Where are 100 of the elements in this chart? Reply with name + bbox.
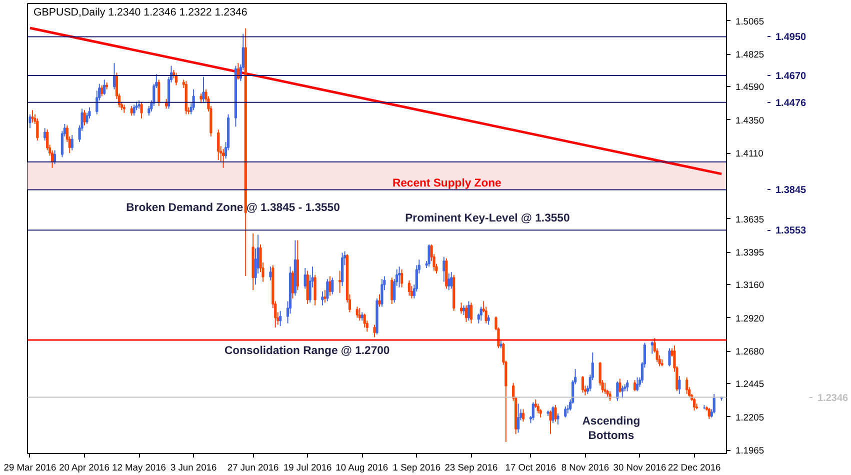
x-tick-label: 19 Jul 2016 [283,462,332,472]
y-tick-label: 1.4350 [736,115,764,126]
candlestick [460,302,463,314]
candlestick [408,280,411,296]
candlestick [103,79,106,96]
candlestick [480,306,482,322]
candlestick [428,244,430,268]
x-tick-label: 3 Jun 2016 [170,462,217,472]
candlestick [380,278,384,308]
x-tick-label: 23 Sep 2016 [444,462,498,472]
candlestick [356,306,358,318]
y-tick-label: 1.1965 [736,446,764,456]
x-tick-label: 29 Mar 2016 [4,462,56,472]
x-tick-label: 17 Oct 2016 [505,462,556,472]
annotation: Recent Supply Zone [392,178,502,190]
annotation: Broken Demand Zone @ 1.3845 - 1.3550 [126,202,340,214]
candlestick [650,340,654,354]
y-tick-label: 1.4590 [736,82,764,92]
candlestick [464,304,468,322]
candlestick [100,84,104,97]
candlestick [217,129,220,160]
candlestick [564,406,567,418]
y-tick-label: 1.2920 [736,313,764,324]
candlestick [222,148,225,168]
ref-line-label: 1.4670 [776,71,807,82]
candlestick [516,403,520,434]
y-tick-label: 1.3395 [736,248,764,258]
annotation: Ascending Bottoms [582,416,640,442]
candlestick [668,348,671,367]
candlestick [712,393,716,414]
x-tick-label: 27 Jun 2016 [227,462,279,472]
candlestick [324,290,326,304]
candlestick [633,380,636,392]
candlestick [291,270,294,299]
candlestick [400,268,404,288]
ref-line-label: 1.4950 [776,32,807,44]
candlestick [686,376,688,394]
candlestick [314,274,316,306]
candlestick [130,105,133,116]
candlestick [83,110,86,126]
candlestick [304,267,306,290]
candlestick [442,256,446,282]
annotation: Consolidation Range @ 1.2700 [224,344,390,357]
x-tick-label: 22 Dec 2016 [668,462,721,472]
candlestick [678,375,681,394]
candlestick [487,314,490,326]
candlestick [132,104,136,116]
candlestick [581,375,584,394]
candlestick [626,380,629,392]
candlestick [390,277,394,304]
y-tick-label: 1.4110 [736,148,764,159]
candlestick [202,76,205,102]
candlestick [552,406,554,424]
candlestick [467,300,470,322]
chart-title: GBPUSD,Daily 1.2340 1.2346 1.2322 1.2346 [34,6,248,18]
y-tick-label: 1.4825 [736,50,764,60]
candlestick [536,403,540,414]
candlestick [604,382,606,394]
candlestick [378,294,381,308]
candlestick [340,252,344,286]
candlestick [522,408,525,422]
y-tick-label: 1.5065 [736,16,764,26]
y-tick-label: 1.3160 [736,280,764,290]
candlestick [692,398,696,412]
candlestick [112,62,116,90]
x-tick-label: 8 Nov 2016 [561,462,610,472]
candlestick [618,378,622,394]
x-tick-label: 12 May 2016 [112,462,166,472]
candlestick [158,79,160,106]
candlestick [279,310,282,327]
candlestick [28,114,32,129]
candlestick [556,412,560,425]
y-tick-label: 1.3635 [736,214,764,224]
candlestick [708,407,710,420]
candlestick [338,270,342,294]
y-tick-label: 1.2205 [736,412,764,422]
annotation: Prominent Key-Level @ 1.3550 [405,212,570,225]
ref-line-label: 1.3845 [776,185,807,196]
candlestick [448,273,450,291]
candlestick [363,313,366,328]
x-tick-label: 30 Nov 2016 [613,462,666,472]
y-tick-label: 1.2445 [736,379,764,390]
y-tick-label: 1.2680 [736,346,764,357]
candlestick [140,101,143,119]
candlestick [462,304,466,316]
candlestick [398,266,401,288]
candlestick [470,302,472,324]
candlestick [554,404,557,422]
candlestick [549,410,552,434]
candlestick [358,308,361,322]
x-tick-label: 10 Aug 2016 [336,462,388,472]
candlestick [269,266,272,281]
candlestick [532,402,534,421]
candlestick [70,134,74,151]
candlestick [373,324,376,338]
candlestick [326,278,329,302]
candlestick [621,385,624,399]
candlestick [328,276,332,296]
ref-line-label: 1.4476 [776,98,807,109]
candlestick [331,277,334,295]
